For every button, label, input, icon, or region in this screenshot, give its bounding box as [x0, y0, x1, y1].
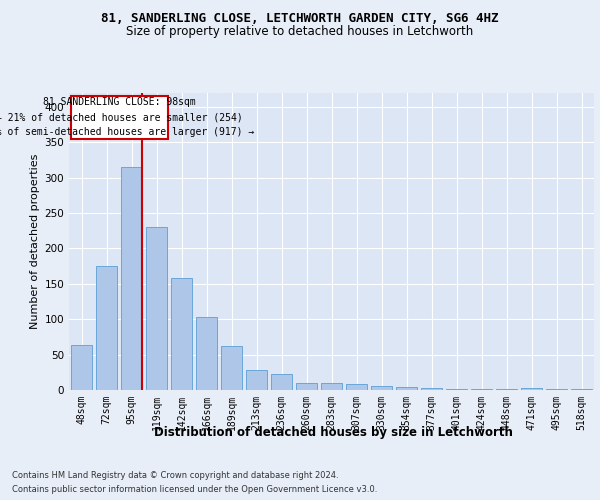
Bar — [521, 388, 542, 390]
Bar — [146, 227, 167, 390]
Bar — [446, 388, 467, 390]
Y-axis label: Number of detached properties: Number of detached properties — [30, 154, 40, 329]
Bar — [171, 278, 192, 390]
Bar — [246, 370, 267, 390]
Bar — [346, 384, 367, 390]
Bar — [96, 266, 117, 390]
Bar — [321, 383, 342, 390]
Text: Contains public sector information licensed under the Open Government Licence v3: Contains public sector information licen… — [12, 484, 377, 494]
Bar — [296, 383, 317, 390]
Bar — [396, 387, 417, 390]
Bar — [471, 388, 492, 390]
Bar — [271, 374, 292, 390]
Bar — [221, 346, 242, 390]
Text: Distribution of detached houses by size in Letchworth: Distribution of detached houses by size … — [154, 426, 512, 439]
Bar — [421, 388, 442, 390]
FancyBboxPatch shape — [71, 96, 168, 138]
Bar — [71, 346, 92, 390]
Bar — [371, 386, 392, 390]
Text: Contains HM Land Registry data © Crown copyright and database right 2024.: Contains HM Land Registry data © Crown c… — [12, 472, 338, 480]
Bar — [121, 167, 142, 390]
Text: 81, SANDERLING CLOSE, LETCHWORTH GARDEN CITY, SG6 4HZ: 81, SANDERLING CLOSE, LETCHWORTH GARDEN … — [101, 12, 499, 26]
Bar — [196, 317, 217, 390]
Text: Size of property relative to detached houses in Letchworth: Size of property relative to detached ho… — [127, 25, 473, 38]
Bar — [571, 388, 592, 390]
Text: 81 SANDERLING CLOSE: 98sqm
← 21% of detached houses are smaller (254)
78% of sem: 81 SANDERLING CLOSE: 98sqm ← 21% of deta… — [0, 98, 254, 137]
Bar — [496, 388, 517, 390]
Bar — [546, 388, 567, 390]
